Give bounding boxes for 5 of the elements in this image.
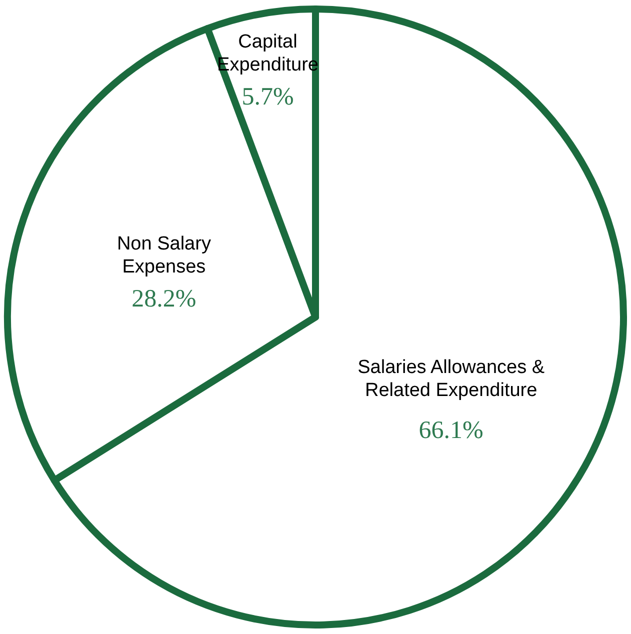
data-label: 5.7% [242, 83, 294, 110]
slice-label: Non Salary Expenses [116, 234, 212, 278]
data-label: 66.1% [418, 417, 484, 444]
data-label: 28.2% [132, 286, 196, 313]
slice-label: Salaries Allowances & Related Expenditure [358, 357, 545, 402]
